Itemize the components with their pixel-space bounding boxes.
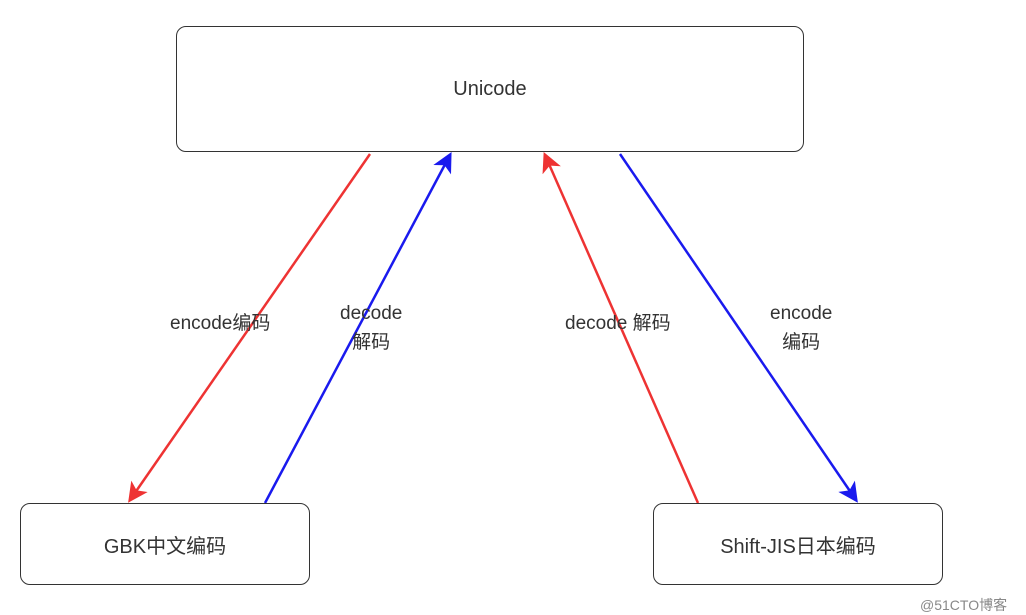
- node-gbk: GBK中文编码: [20, 503, 310, 585]
- watermark: @51CTO博客: [920, 595, 1007, 615]
- edge-label-1: decode 解码: [340, 300, 402, 357]
- node-shiftjis: Shift-JIS日本编码: [653, 503, 943, 585]
- node-unicode: Unicode: [176, 26, 804, 152]
- edge-label-2: decode 解码: [565, 310, 671, 339]
- edge-label-0: encode编码: [170, 310, 270, 339]
- edge-label-3: encode 编码: [770, 300, 832, 357]
